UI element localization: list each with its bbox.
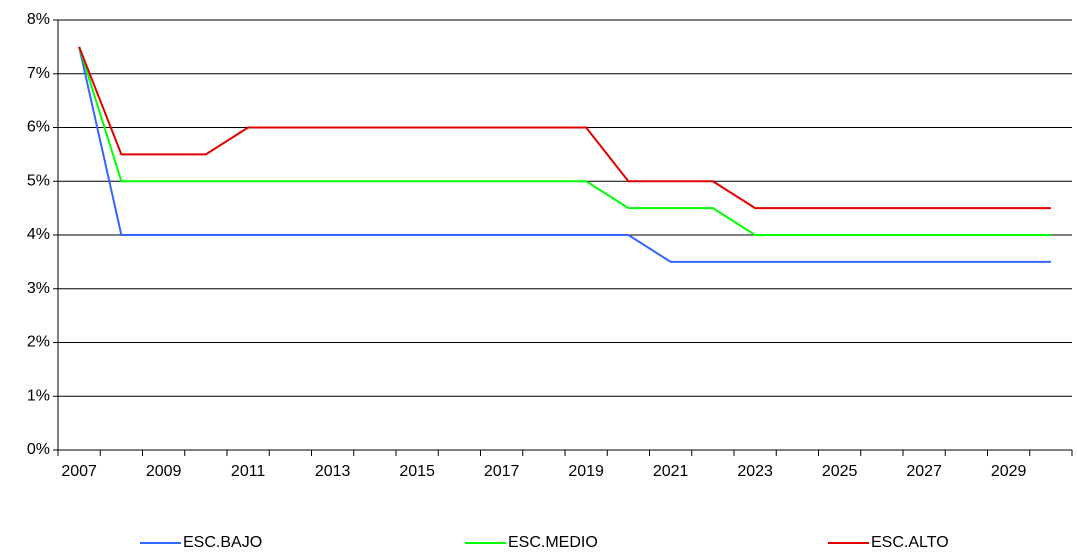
x-tick-label: 2029 (991, 463, 1027, 480)
y-tick-label: 1% (27, 387, 50, 404)
y-tick-label: 5% (27, 172, 50, 189)
y-tick-label: 7% (27, 65, 50, 82)
x-tick-label: 2025 (822, 463, 858, 480)
x-tick-label: 2011 (231, 463, 266, 480)
x-tick-label: 2015 (399, 463, 435, 480)
y-tick-label: 3% (27, 280, 50, 297)
legend-label: ESC.ALTO (871, 534, 949, 551)
y-tick-label: 0% (27, 441, 50, 458)
y-tick-label: 2% (27, 334, 50, 351)
x-tick-label: 2027 (906, 463, 942, 480)
x-tick-label: 2019 (568, 463, 604, 480)
x-tick-label: 2013 (315, 463, 351, 480)
x-tick-label: 2009 (146, 463, 182, 480)
legend-label: ESC.BAJO (183, 534, 262, 551)
y-tick-label: 8% (27, 11, 50, 28)
y-tick-label: 6% (27, 119, 50, 136)
series-line (78, 46, 1051, 210)
x-tick-label: 2017 (484, 463, 520, 480)
y-tick-label: 4% (27, 226, 50, 243)
series-line (78, 46, 1051, 263)
x-tick-label: 2023 (737, 463, 773, 480)
x-tick-label: 2021 (653, 463, 689, 480)
x-tick-label: 2007 (61, 463, 97, 480)
legend-label: ESC.MEDIO (508, 534, 598, 551)
series-line (78, 46, 1051, 236)
